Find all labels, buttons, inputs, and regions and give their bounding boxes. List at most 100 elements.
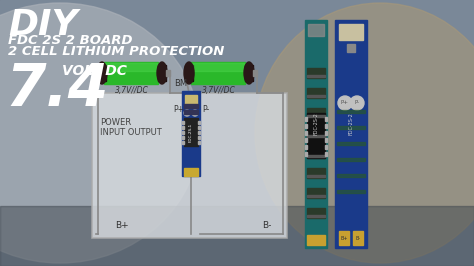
Bar xyxy=(98,65,106,81)
Bar xyxy=(307,188,325,198)
Bar xyxy=(182,91,200,176)
Bar xyxy=(337,142,365,145)
Bar xyxy=(305,138,307,142)
Text: P+: P+ xyxy=(341,101,349,106)
Text: P-: P- xyxy=(355,101,360,106)
Text: FDC 2S 2 BOARD: FDC 2S 2 BOARD xyxy=(8,34,133,47)
Ellipse shape xyxy=(244,62,254,84)
Ellipse shape xyxy=(184,110,190,116)
Bar xyxy=(305,117,307,121)
Bar xyxy=(182,136,184,139)
Bar xyxy=(185,65,193,81)
Bar xyxy=(325,131,327,135)
Bar xyxy=(307,113,325,158)
Bar xyxy=(253,70,257,76)
Bar xyxy=(325,145,327,149)
Bar xyxy=(307,175,325,177)
Bar xyxy=(185,95,197,105)
Bar xyxy=(198,131,200,134)
Bar xyxy=(325,138,327,142)
Bar xyxy=(307,195,325,197)
Bar xyxy=(307,128,325,138)
Bar xyxy=(307,168,325,178)
Bar xyxy=(305,131,307,135)
Text: P+: P+ xyxy=(173,105,184,114)
Bar xyxy=(353,231,363,245)
Bar xyxy=(339,24,363,40)
Bar xyxy=(307,108,325,118)
Ellipse shape xyxy=(255,3,474,263)
Text: B+: B+ xyxy=(340,235,348,240)
Bar xyxy=(337,158,365,161)
Bar xyxy=(307,235,325,245)
Bar xyxy=(198,126,200,129)
Bar xyxy=(325,152,327,156)
Text: 2 CELL LITHIUM PROTECTION: 2 CELL LITHIUM PROTECTION xyxy=(8,45,224,58)
Bar xyxy=(337,190,365,193)
Ellipse shape xyxy=(157,62,167,84)
Bar xyxy=(307,215,325,217)
Text: 3,7V//DC: 3,7V//DC xyxy=(115,86,149,95)
Bar xyxy=(184,110,198,114)
Bar xyxy=(325,124,327,128)
Bar xyxy=(198,121,200,124)
Bar xyxy=(184,118,198,146)
Bar xyxy=(182,131,184,134)
Text: FDC-2S-2: FDC-2S-2 xyxy=(348,112,354,135)
Bar xyxy=(305,152,307,156)
Text: FDC-2S-2: FDC-2S-2 xyxy=(313,112,319,135)
Bar xyxy=(308,24,324,36)
Bar xyxy=(305,20,327,248)
Text: B-: B- xyxy=(262,221,272,230)
Ellipse shape xyxy=(338,96,352,110)
Bar xyxy=(184,104,198,108)
Text: B+: B+ xyxy=(115,221,129,230)
Bar xyxy=(182,141,184,144)
Bar xyxy=(184,168,198,176)
Text: VOLT DC: VOLT DC xyxy=(62,64,127,78)
Bar xyxy=(335,20,367,248)
Bar xyxy=(337,174,365,177)
Bar xyxy=(307,95,325,97)
Bar xyxy=(307,88,325,98)
Bar xyxy=(307,148,325,158)
Bar xyxy=(158,65,166,81)
Text: B-: B- xyxy=(356,235,361,240)
Text: DIY: DIY xyxy=(8,8,78,42)
Text: FDC-2S-1: FDC-2S-1 xyxy=(189,123,193,143)
Ellipse shape xyxy=(0,3,200,263)
Bar xyxy=(182,126,184,129)
Text: 3,7V//DC: 3,7V//DC xyxy=(202,86,236,95)
Ellipse shape xyxy=(350,96,364,110)
Bar xyxy=(305,124,307,128)
Bar xyxy=(198,136,200,139)
Bar xyxy=(104,62,158,84)
Bar xyxy=(191,63,245,71)
Text: BM: BM xyxy=(174,79,187,88)
Bar xyxy=(245,65,253,81)
Bar xyxy=(182,121,184,124)
Bar xyxy=(307,75,325,77)
Text: P-: P- xyxy=(202,105,209,114)
Text: POWER
INPUT OUTPUT: POWER INPUT OUTPUT xyxy=(100,118,162,138)
Ellipse shape xyxy=(192,110,198,116)
Ellipse shape xyxy=(97,62,107,84)
Bar xyxy=(337,126,365,129)
Bar xyxy=(166,70,170,76)
Bar xyxy=(0,206,474,266)
Bar xyxy=(191,62,245,84)
Bar xyxy=(307,68,325,78)
Ellipse shape xyxy=(184,62,194,84)
Bar xyxy=(307,115,325,117)
Bar xyxy=(347,44,355,52)
Text: 7.4: 7.4 xyxy=(5,61,109,118)
Bar xyxy=(198,141,200,144)
Bar xyxy=(337,110,365,113)
Bar xyxy=(325,117,327,121)
Bar xyxy=(104,63,158,71)
Bar xyxy=(92,93,287,238)
Bar xyxy=(305,145,307,149)
Bar xyxy=(339,231,349,245)
Bar xyxy=(307,135,325,137)
Bar xyxy=(307,155,325,157)
